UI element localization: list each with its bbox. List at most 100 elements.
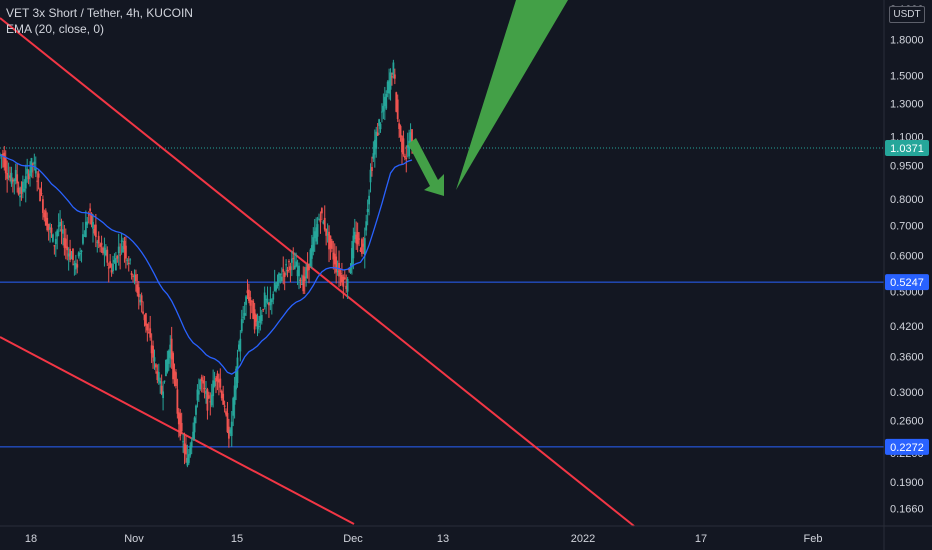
candle-body[interactable]	[126, 259, 129, 261]
candle-body[interactable]	[240, 319, 243, 332]
candle-body[interactable]	[169, 344, 172, 358]
candle-body[interactable]	[299, 279, 302, 281]
candle-body[interactable]	[162, 391, 164, 399]
currency-label[interactable]: USDT	[889, 6, 925, 23]
candle-body[interactable]	[381, 111, 383, 113]
candle-body[interactable]	[399, 126, 402, 137]
candle-body[interactable]	[372, 153, 375, 159]
candle-body[interactable]	[9, 175, 11, 178]
candle-body[interactable]	[50, 227, 53, 233]
candle-body[interactable]	[243, 313, 246, 316]
candle-body[interactable]	[127, 262, 130, 265]
candle-body[interactable]	[320, 208, 323, 214]
candle-body[interactable]	[160, 385, 163, 394]
candle-body[interactable]	[96, 241, 99, 243]
ema-line[interactable]	[0, 154, 413, 375]
candle-body[interactable]	[365, 221, 368, 231]
candle-body[interactable]	[388, 80, 391, 94]
candle-body[interactable]	[44, 210, 47, 226]
candle-body[interactable]	[11, 179, 14, 182]
candle-body[interactable]	[292, 258, 295, 260]
candle-body[interactable]	[117, 246, 120, 254]
candle-body[interactable]	[59, 221, 61, 227]
candle-body[interactable]	[391, 76, 393, 78]
candle-body[interactable]	[369, 169, 372, 183]
candle-body[interactable]	[227, 426, 230, 439]
candle-body[interactable]	[72, 248, 74, 260]
candle-body[interactable]	[359, 249, 362, 252]
candle-body[interactable]	[153, 357, 156, 362]
candle-body[interactable]	[1, 153, 4, 157]
candle-body[interactable]	[269, 298, 272, 306]
candle-body[interactable]	[326, 234, 329, 236]
candle-body[interactable]	[200, 377, 203, 382]
candle-body[interactable]	[345, 285, 348, 290]
candle-body[interactable]	[40, 193, 43, 195]
candle-body[interactable]	[57, 225, 60, 227]
candle-body[interactable]	[179, 413, 182, 437]
candle-body[interactable]	[203, 388, 206, 390]
candle-body[interactable]	[20, 187, 23, 194]
candle-body[interactable]	[86, 221, 89, 225]
candle-body[interactable]	[67, 253, 70, 257]
candle-body[interactable]	[250, 300, 253, 302]
candle-body[interactable]	[339, 273, 342, 275]
candle-body[interactable]	[187, 454, 190, 463]
candle-body[interactable]	[263, 292, 266, 307]
candle-body[interactable]	[386, 81, 389, 94]
candle-body[interactable]	[235, 368, 237, 390]
candle-body[interactable]	[13, 179, 16, 182]
candle-body[interactable]	[293, 265, 296, 270]
candle-body[interactable]	[206, 389, 209, 411]
candle-body[interactable]	[66, 246, 69, 251]
candle-body[interactable]	[389, 72, 392, 90]
candle-body[interactable]	[286, 269, 289, 272]
candle-body[interactable]	[295, 261, 298, 267]
candle-body[interactable]	[209, 401, 212, 403]
candle-body[interactable]	[10, 172, 13, 184]
candle-body[interactable]	[318, 218, 320, 220]
candle-body[interactable]	[355, 234, 358, 244]
candle-body[interactable]	[32, 163, 34, 165]
candle-body[interactable]	[217, 379, 220, 383]
candle-body[interactable]	[163, 380, 166, 382]
candle-body[interactable]	[62, 229, 64, 234]
candle-body[interactable]	[47, 223, 50, 230]
candle-body[interactable]	[246, 290, 249, 294]
candle-body[interactable]	[97, 235, 100, 244]
candle-body[interactable]	[135, 274, 137, 282]
candle-body[interactable]	[213, 380, 216, 387]
candle-body[interactable]	[411, 129, 413, 142]
candle-body[interactable]	[202, 380, 205, 384]
candle-body[interactable]	[216, 373, 219, 382]
candle-body[interactable]	[109, 261, 112, 268]
candle-body[interactable]	[303, 276, 306, 282]
candle-body[interactable]	[280, 276, 283, 282]
candle-body[interactable]	[173, 371, 176, 376]
candle-body[interactable]	[189, 445, 192, 456]
candle-body[interactable]	[100, 242, 103, 246]
candle-body[interactable]	[385, 93, 388, 109]
candle-body[interactable]	[197, 390, 200, 395]
candle-body[interactable]	[23, 189, 26, 191]
candle-body[interactable]	[262, 309, 265, 311]
candle-body[interactable]	[323, 217, 326, 230]
candle-body[interactable]	[276, 281, 279, 286]
candle-body[interactable]	[382, 105, 385, 112]
candle-body[interactable]	[149, 328, 152, 338]
candle-body[interactable]	[315, 227, 318, 242]
candle-body[interactable]	[289, 266, 292, 271]
time-axis[interactable]: 18 Nov 15 Dec 13 2022 17 Feb	[0, 525, 932, 545]
candle-body[interactable]	[258, 326, 260, 328]
candle-body[interactable]	[192, 431, 195, 439]
candle-body[interactable]	[285, 264, 288, 266]
candle-body[interactable]	[260, 314, 263, 322]
candle-body[interactable]	[190, 441, 193, 448]
arrow-small-down[interactable]	[408, 138, 444, 196]
candle-body[interactable]	[7, 175, 10, 178]
candle-body[interactable]	[358, 238, 360, 240]
candle-body[interactable]	[63, 237, 66, 248]
candle-body[interactable]	[119, 254, 122, 256]
candle-body[interactable]	[309, 249, 312, 267]
